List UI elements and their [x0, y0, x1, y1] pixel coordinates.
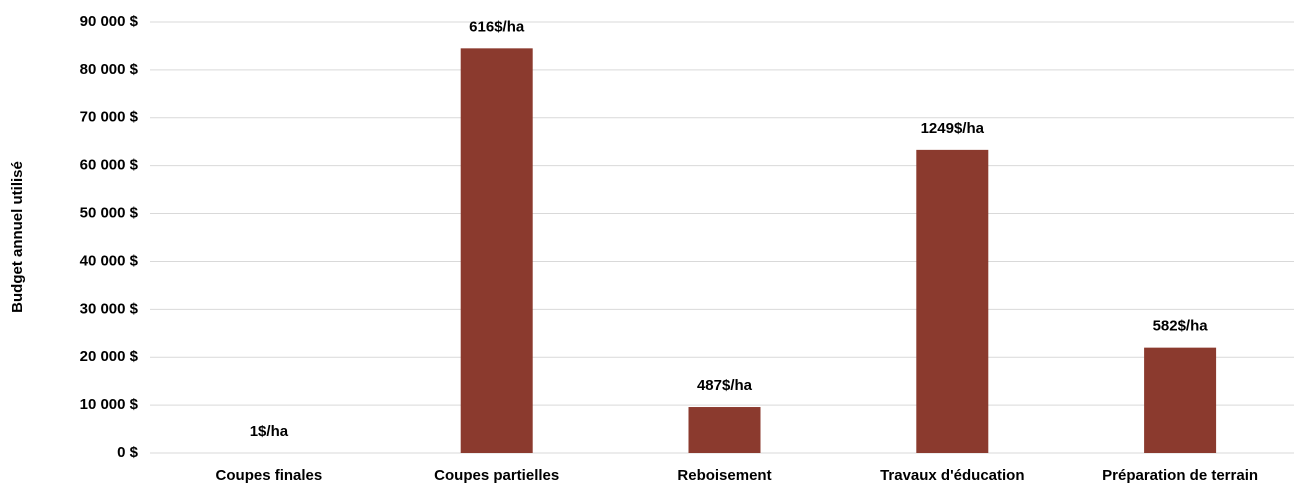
- bar-annotation: 616$/ha: [469, 18, 525, 35]
- y-axis-label: Budget annuel utilisé: [9, 161, 26, 313]
- bar-annotation: 487$/ha: [697, 377, 753, 394]
- x-tick-label: Coupes finales: [216, 467, 323, 484]
- y-tick-label: 70 000 $: [80, 109, 139, 126]
- bar: [460, 48, 533, 453]
- y-tick-label: 10 000 $: [80, 396, 139, 413]
- bar-annotation: 1249$/ha: [921, 120, 985, 137]
- bar: [916, 149, 989, 453]
- y-tick-label: 40 000 $: [80, 252, 139, 269]
- bar-annotation: 1$/ha: [250, 423, 289, 440]
- y-tick-label: 90 000 $: [80, 13, 139, 30]
- y-tick-label: 50 000 $: [80, 205, 139, 222]
- y-tick-label: 0 $: [117, 444, 139, 461]
- bar: [1144, 347, 1217, 453]
- bar-annotation: 582$/ha: [1153, 318, 1209, 335]
- x-tick-label: Préparation de terrain: [1102, 467, 1258, 484]
- x-tick-label: Reboisement: [677, 467, 771, 484]
- x-tick-label: Coupes partielles: [434, 467, 559, 484]
- y-tick-label: 30 000 $: [80, 300, 139, 317]
- y-tick-label: 20 000 $: [80, 348, 139, 365]
- x-tick-label: Travaux d'éducation: [880, 467, 1024, 484]
- bar: [688, 407, 761, 453]
- y-tick-label: 60 000 $: [80, 157, 139, 174]
- y-tick-label: 80 000 $: [80, 61, 139, 78]
